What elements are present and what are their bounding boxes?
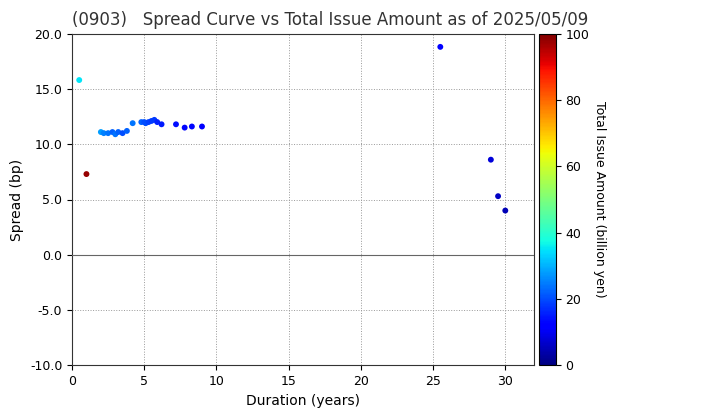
Y-axis label: Total Issue Amount (billion yen): Total Issue Amount (billion yen) xyxy=(593,101,606,298)
Point xyxy=(143,119,154,126)
Point xyxy=(186,123,197,130)
Y-axis label: Spread (bp): Spread (bp) xyxy=(10,158,24,241)
Point xyxy=(81,171,92,177)
Point xyxy=(170,121,181,128)
Point xyxy=(492,193,504,199)
Point xyxy=(138,119,150,126)
Point xyxy=(485,156,497,163)
Point xyxy=(102,130,114,136)
Point xyxy=(98,130,109,136)
Point xyxy=(107,129,118,135)
X-axis label: Duration (years): Duration (years) xyxy=(246,394,360,408)
Point xyxy=(148,116,160,123)
Point xyxy=(117,130,128,136)
Point xyxy=(435,44,446,50)
Point xyxy=(500,207,511,214)
Point xyxy=(179,124,190,131)
Point xyxy=(112,129,124,135)
Text: (0903)   Spread Curve vs Total Issue Amount as of 2025/05/09: (0903) Spread Curve vs Total Issue Amoun… xyxy=(72,11,588,29)
Point xyxy=(156,121,167,128)
Point xyxy=(95,129,107,135)
Point xyxy=(197,123,208,130)
Point xyxy=(73,77,85,84)
Point xyxy=(140,120,151,126)
Point xyxy=(109,131,121,138)
Point xyxy=(135,119,147,126)
Point xyxy=(121,128,132,134)
Point xyxy=(127,120,138,126)
Point xyxy=(145,118,157,124)
Point xyxy=(151,119,163,126)
